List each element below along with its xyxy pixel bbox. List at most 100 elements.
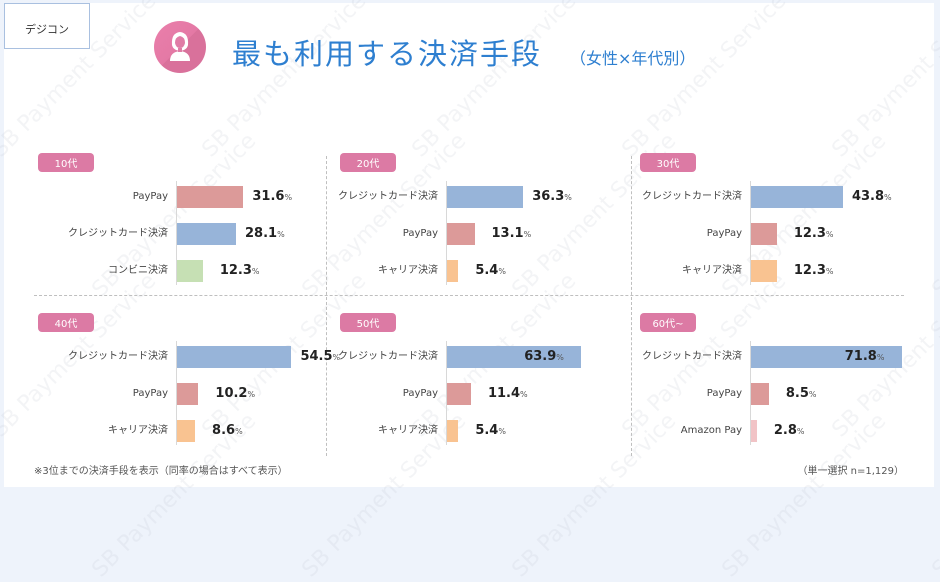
bar xyxy=(751,420,757,442)
bar-row: コンビニ決済 12.3% xyxy=(38,260,328,282)
percent-unit: % xyxy=(564,193,572,202)
bar-axis xyxy=(176,341,177,445)
tag-label: デジコン xyxy=(4,3,90,49)
bar-value: 12.3% xyxy=(794,223,834,245)
bar-label: クレジットカード決済 xyxy=(338,351,438,362)
bar-row: PayPay 13.1% xyxy=(340,223,630,245)
bar-value-number: 31.6 xyxy=(252,189,285,204)
bar-label: キャリア決済 xyxy=(378,425,438,436)
panel-2: 20代クレジットカード決済 36.3% PayPay 13.1% キャリア決済 5.4% xyxy=(338,153,630,293)
watermark-text: SB Payment Service xyxy=(407,0,582,163)
bar-axis xyxy=(446,181,447,285)
bar xyxy=(447,186,524,208)
bar-label: クレジットカード決済 xyxy=(68,351,168,362)
bar xyxy=(751,383,769,405)
panel-6: 60代~ クレジットカード決済 71.8% PayPay 8.5% Amazon Pay 2… xyxy=(640,313,930,453)
bar-value-number: 71.8 xyxy=(844,349,877,364)
watermark-text: SB Payment Service xyxy=(827,0,940,163)
bar-value-number: 12.3 xyxy=(793,263,826,278)
bar-value-number: 8.6 xyxy=(212,423,236,438)
bar xyxy=(177,186,244,208)
bar-value-number: 54.5 xyxy=(300,349,333,364)
bar xyxy=(177,346,292,368)
percent-unit: % xyxy=(498,267,506,276)
bar xyxy=(447,223,475,245)
bar-value: 12.3% xyxy=(220,260,260,282)
age-badge: 20代 xyxy=(340,153,396,172)
bar-row: PayPay 10.2% xyxy=(38,383,328,405)
bar-value: 13.1% xyxy=(492,223,532,245)
bar-row: PayPay 31.6% xyxy=(38,186,328,208)
sample-size-note: （単一選択 n=1,129） xyxy=(797,466,904,477)
divider-vertical-2 xyxy=(631,156,632,456)
bar-label: PayPay xyxy=(132,388,168,399)
bar-value: 5.4% xyxy=(475,420,506,442)
bar-row: PayPay 11.4% xyxy=(340,383,630,405)
bar xyxy=(447,383,471,405)
percent-unit: % xyxy=(825,267,834,276)
bar-label: クレジットカード決済 xyxy=(68,228,168,239)
percent-unit: % xyxy=(520,390,528,399)
bar-axis xyxy=(446,341,447,445)
bar-value: 8.5% xyxy=(786,383,817,405)
percent-unit: % xyxy=(235,427,243,436)
age-badge: 60代~ xyxy=(640,313,696,332)
bar-value: 5.4% xyxy=(475,260,506,282)
bar xyxy=(177,260,203,282)
bar-value: 28.1% xyxy=(245,223,285,245)
bar xyxy=(751,260,777,282)
bar-row: キャリア決済 8.6% xyxy=(38,420,328,442)
bar-label: PayPay xyxy=(706,228,742,239)
bar-value: 36.3% xyxy=(532,186,572,208)
bar-label: キャリア決済 xyxy=(108,425,168,436)
bar-label: PayPay xyxy=(402,388,438,399)
bar-label: キャリア決済 xyxy=(378,265,438,276)
bar-label: クレジットカード決済 xyxy=(642,351,742,362)
bar-value: 63.9% xyxy=(524,346,564,368)
bar-label: コンビニ決済 xyxy=(108,265,168,276)
bar-value-number: 63.9 xyxy=(524,349,557,364)
bar-value-number: 12.3 xyxy=(219,263,252,278)
bar-value-number: 28.1 xyxy=(245,226,278,241)
bar-row: キャリア決済 5.4% xyxy=(340,420,630,442)
bar xyxy=(751,186,843,208)
bar-value-number: 13.1 xyxy=(491,226,524,241)
bar-value-number: 12.3 xyxy=(793,226,826,241)
bar xyxy=(177,383,199,405)
bar-value: 54.5% xyxy=(300,346,340,368)
percent-unit: % xyxy=(251,267,260,276)
bar-label: Amazon Pay xyxy=(680,425,742,436)
bar-value: 71.8% xyxy=(845,346,885,368)
bar-value-number: 2.8 xyxy=(773,423,797,438)
percent-unit: % xyxy=(556,353,564,362)
bar-value: 8.6% xyxy=(212,420,243,442)
bar xyxy=(177,223,236,245)
bar-axis xyxy=(176,181,177,285)
bar-value-number: 36.3 xyxy=(532,189,565,204)
bar-label: キャリア決済 xyxy=(682,265,742,276)
age-badge: 40代 xyxy=(38,313,94,332)
percent-unit: % xyxy=(808,390,817,399)
panel-3: 30代 クレジットカード決済 43.8% PayPay 12.3% キャリア決済 12.3% xyxy=(640,153,930,293)
bar-axis xyxy=(750,181,751,285)
bar-value-number: 43.8 xyxy=(851,189,885,204)
watermark-text: SB Payment Service xyxy=(617,0,792,163)
bar-value-number: 5.4 xyxy=(475,423,499,438)
bar xyxy=(751,346,902,368)
percent-unit: % xyxy=(277,230,285,239)
age-badge: 10代 xyxy=(38,153,94,172)
bar-row: クレジットカード決済 54.5% xyxy=(38,346,340,368)
percent-unit: % xyxy=(796,427,805,436)
footnote: ※3位までの決済手段を表示（同率の場合はすべて表示） xyxy=(34,466,288,477)
bar-value-number: 10.2 xyxy=(215,386,248,401)
bar-label: クレジットカード決済 xyxy=(338,191,438,202)
bar-row: PayPay 8.5% xyxy=(640,383,930,405)
bar-label: PayPay xyxy=(706,388,742,399)
bar-row: クレジットカード決済 63.9% xyxy=(338,346,630,368)
bar-axis xyxy=(750,341,751,445)
percent-unit: % xyxy=(876,353,885,362)
bar-value: 31.6% xyxy=(252,186,292,208)
bar-label: クレジットカード決済 xyxy=(642,191,742,202)
panel-5: 50代 クレジットカード決済 63.9% PayPay 11.4% キャリア決済 5.4% xyxy=(338,313,630,453)
divider-horizontal xyxy=(34,295,904,296)
